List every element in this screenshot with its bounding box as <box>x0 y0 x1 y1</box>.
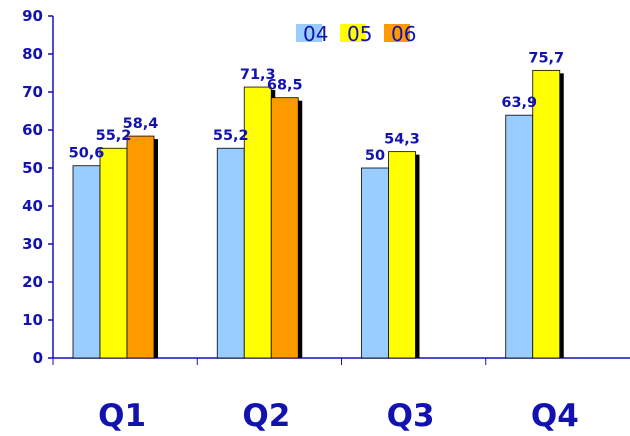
y-tick-label: 80 <box>22 45 43 63</box>
y-tick-label: 50 <box>22 159 43 177</box>
legend-swatch-06 <box>384 24 410 42</box>
data-label: 71,3 <box>240 67 276 83</box>
category-label-Q4: Q4 <box>531 398 579 434</box>
bar-05-Q1 <box>99 147 128 359</box>
y-tick-label: 40 <box>22 197 43 215</box>
y-tick-labels: 0 10 20 30 40 50 60 70 80 90 <box>22 7 43 367</box>
category-labels: Q1 Q2 Q3 Q4 <box>98 398 579 434</box>
y-tick-label: 90 <box>22 7 43 25</box>
y-tick-label: 60 <box>22 121 43 139</box>
legend-label-06: 06 <box>391 22 416 46</box>
bar-04-Q1 <box>72 165 101 359</box>
y-tick-label: 70 <box>22 83 43 101</box>
bar-04-Q2 <box>216 147 245 359</box>
bar-06-Q2 <box>270 97 299 359</box>
y-tick-label: 30 <box>22 235 43 253</box>
legend-swatch-04 <box>296 24 322 42</box>
category-label-Q2: Q2 <box>242 398 290 434</box>
bar-04-Q3 <box>361 167 389 359</box>
y-tick-label: 0 <box>33 349 43 367</box>
legend-label-05: 05 <box>347 22 372 46</box>
data-label: 75,7 <box>528 50 564 66</box>
data-label: 54,3 <box>384 132 420 148</box>
bar-05-Q3 <box>388 151 416 359</box>
data-label: 55,2 <box>213 128 249 144</box>
bar-04-Q4 <box>505 114 534 359</box>
bar-05-Q2 <box>243 86 272 359</box>
data-label: 50,6 <box>69 146 105 162</box>
data-label: 58,4 <box>123 116 159 132</box>
data-label: 55,2 <box>96 128 132 144</box>
bar-05-Q4 <box>532 69 561 359</box>
bars <box>72 69 564 359</box>
data-label: 68,5 <box>267 78 303 94</box>
legend-label-04: 04 <box>303 22 328 46</box>
y-tick-label: 10 <box>22 311 43 329</box>
category-label-Q1: Q1 <box>98 398 146 434</box>
bar-06-Q1 <box>126 135 155 359</box>
legend: 04 05 06 <box>296 22 416 46</box>
category-label-Q3: Q3 <box>387 398 435 434</box>
y-tick-label: 20 <box>22 273 43 291</box>
data-label: 63,9 <box>501 95 537 111</box>
data-label: 50 <box>365 148 385 164</box>
legend-swatch-05 <box>340 24 366 42</box>
